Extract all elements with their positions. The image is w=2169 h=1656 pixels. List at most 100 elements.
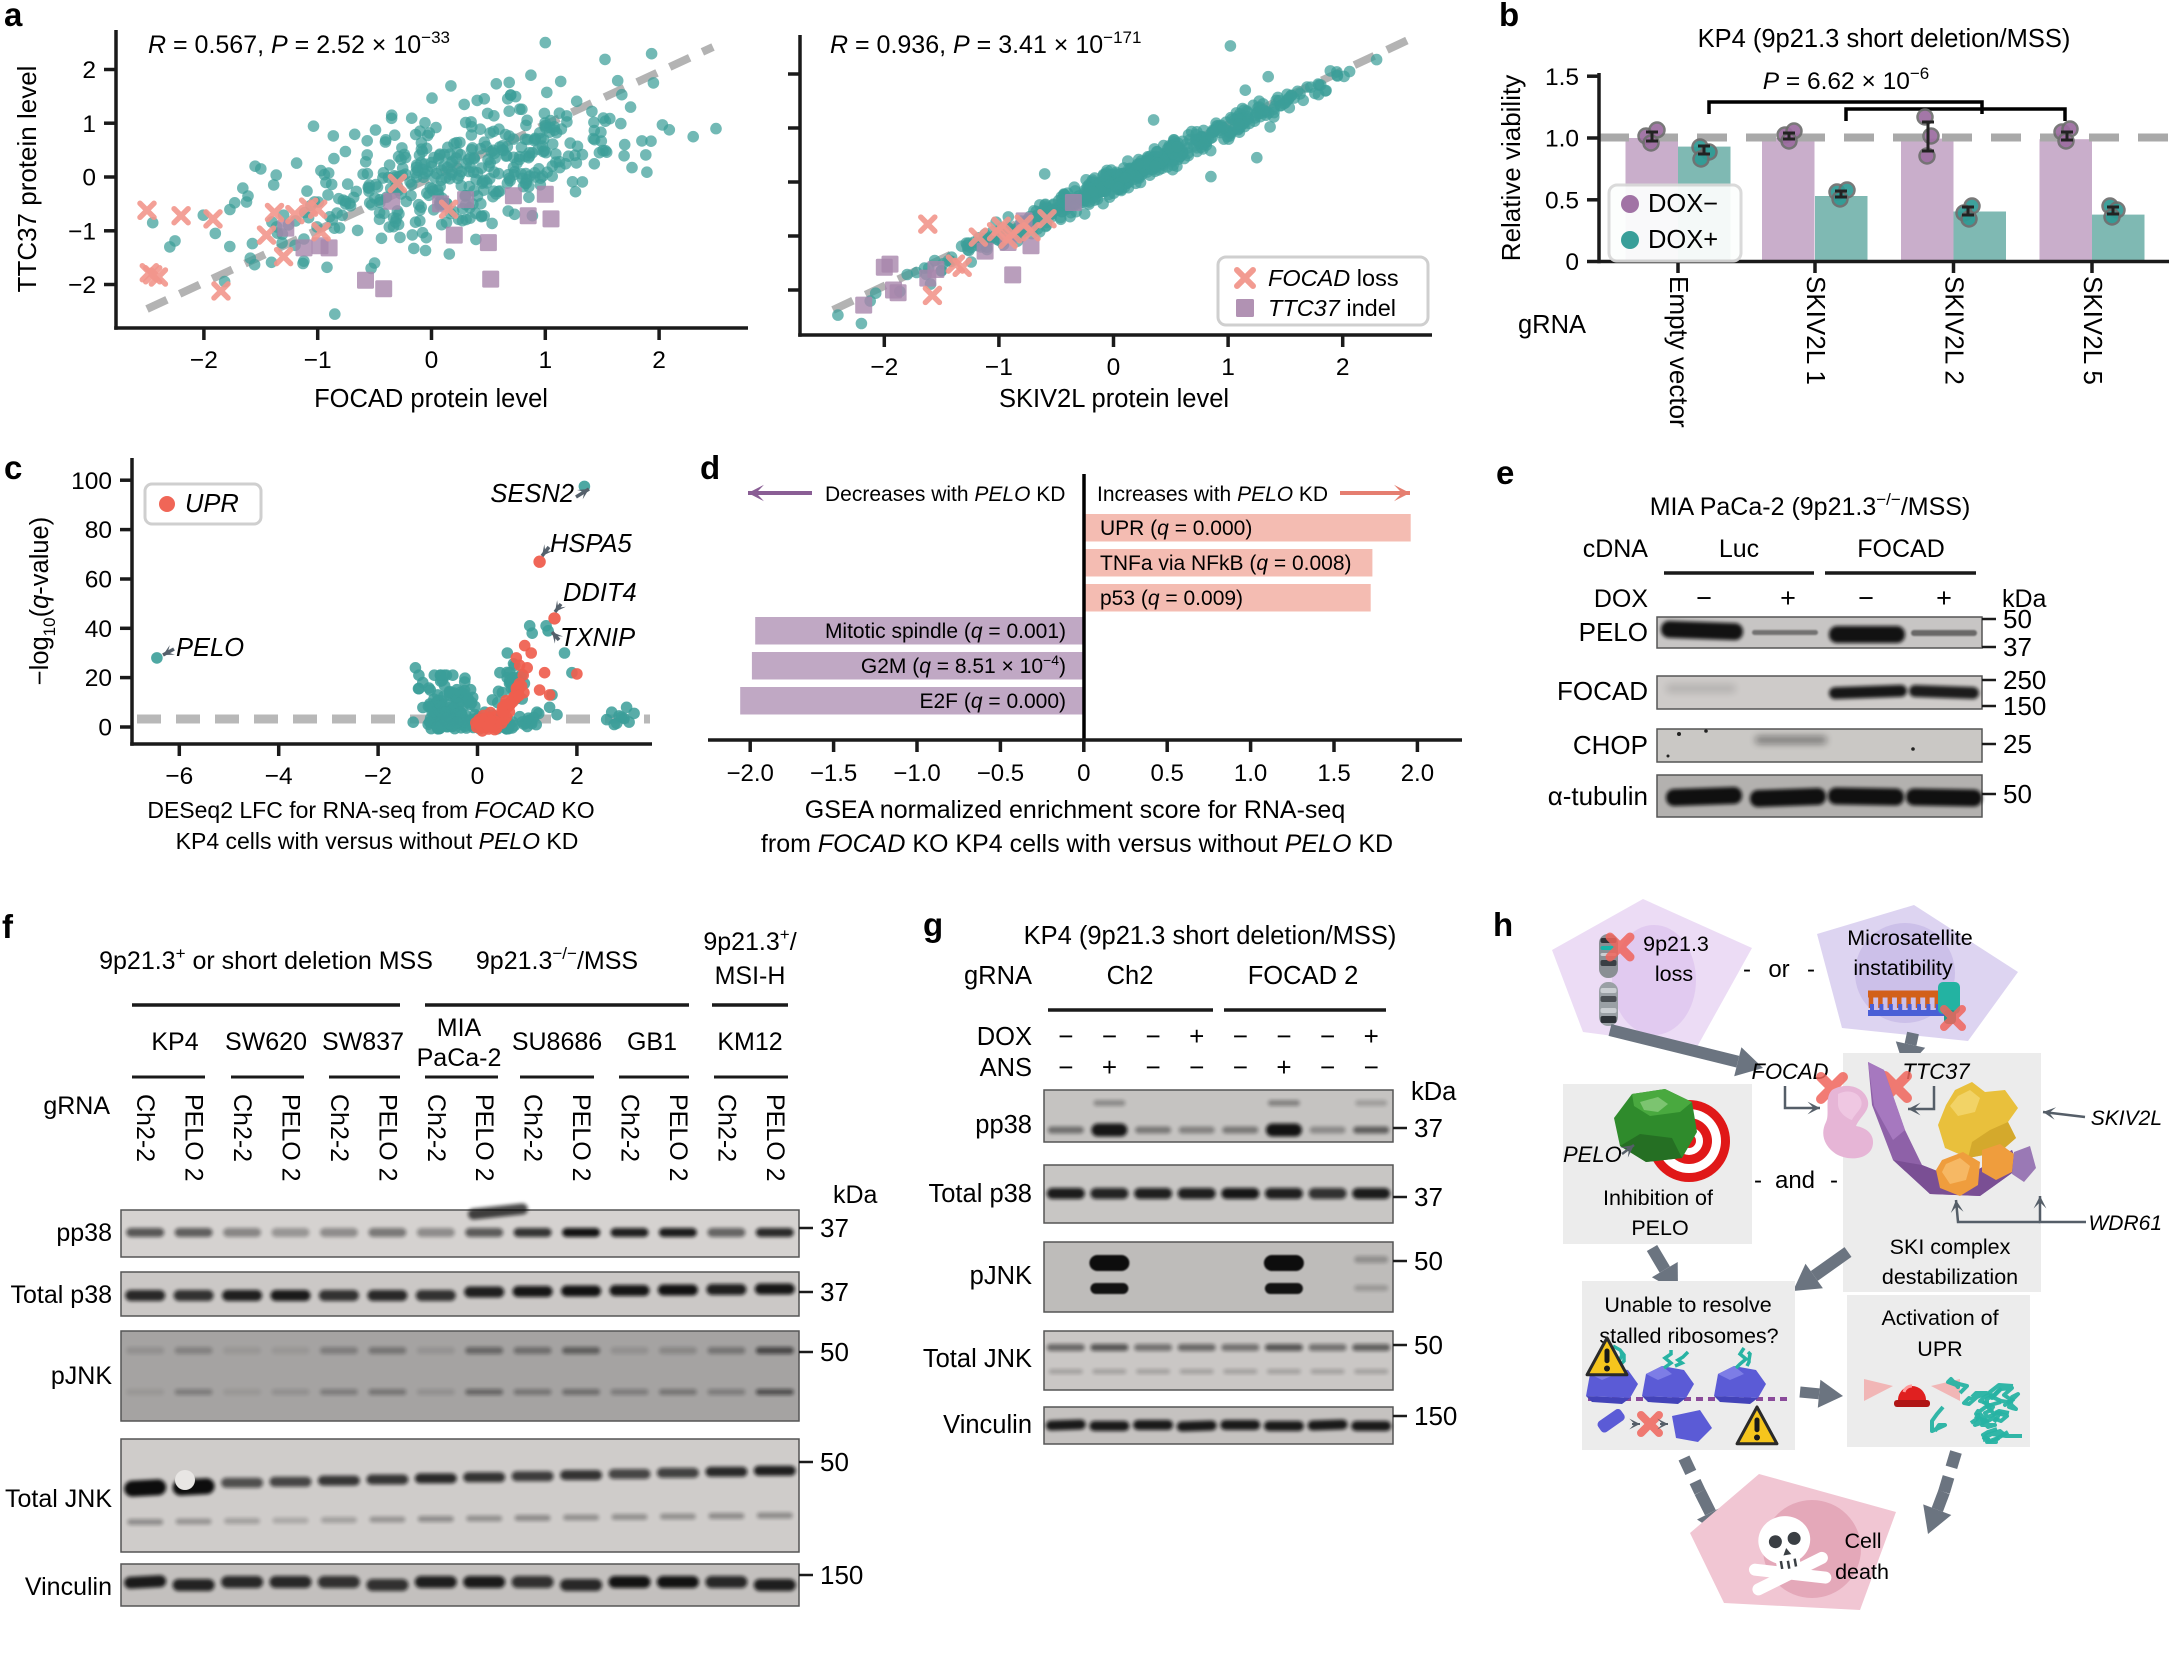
- svg-text:Vinculin: Vinculin: [943, 1411, 1032, 1439]
- svg-text:Decreases with PELO KD: Decreases with PELO KD: [825, 483, 1065, 506]
- svg-text:20: 20: [85, 665, 112, 692]
- svg-text:Ch2-2: Ch2-2: [131, 1094, 159, 1162]
- svg-text:-: -: [1743, 956, 1751, 983]
- svg-text:KP4 cells with versus without: KP4 cells with versus without PELO KD: [176, 828, 579, 854]
- svg-text:2: 2: [570, 763, 584, 790]
- svg-text:−: −: [1145, 1021, 1160, 1051]
- svg-text:PELO 2: PELO 2: [277, 1094, 305, 1182]
- svg-text:PELO: PELO: [1579, 617, 1648, 647]
- svg-text:−1: −1: [68, 218, 96, 245]
- svg-text:40: 40: [85, 616, 112, 643]
- svg-text:Ch2-2: Ch2-2: [616, 1094, 644, 1162]
- svg-text:1: 1: [1221, 354, 1235, 381]
- svg-text:2: 2: [652, 347, 666, 374]
- svg-text:TTC37 protein level: TTC37 protein level: [12, 66, 42, 293]
- svg-text:PELO 2: PELO 2: [180, 1094, 208, 1182]
- svg-text:death: death: [1835, 1560, 1889, 1584]
- svg-text:25: 25: [2003, 729, 2032, 759]
- svg-text:2: 2: [82, 57, 96, 84]
- svg-text:UPR (q = 0.000): UPR (q = 0.000): [1100, 517, 1252, 540]
- svg-text:1: 1: [82, 111, 96, 138]
- svg-text:g: g: [923, 906, 943, 943]
- svg-text:KP4 (9p21.3 short deletion/MSS: KP4 (9p21.3 short deletion/MSS): [1698, 25, 2071, 53]
- svg-text:Cell: Cell: [1844, 1529, 1881, 1553]
- svg-text:Luc: Luc: [1719, 535, 1759, 563]
- svg-text:150: 150: [1414, 1401, 1457, 1431]
- svg-text:−: −: [1189, 1052, 1204, 1082]
- svg-text:80: 80: [85, 517, 112, 544]
- svg-text:FOCAD loss: FOCAD loss: [1268, 265, 1399, 291]
- svg-text:−1: −1: [985, 354, 1013, 381]
- svg-text:α-tubulin: α-tubulin: [1548, 781, 1648, 811]
- svg-text:DOX: DOX: [977, 1023, 1032, 1051]
- svg-text:Ch2-2: Ch2-2: [712, 1094, 740, 1162]
- svg-text:150: 150: [820, 1560, 863, 1590]
- svg-text:SW620: SW620: [225, 1028, 307, 1056]
- svg-text:−: −: [1276, 1021, 1291, 1051]
- svg-text:37: 37: [820, 1213, 849, 1243]
- svg-text:P = 6.62 × 10−6​: P = 6.62 × 10−6​: [1763, 64, 1930, 95]
- svg-text:GB1: GB1: [627, 1028, 677, 1056]
- svg-text:−: −: [1145, 1052, 1160, 1082]
- svg-text:−2.0: −2.0: [727, 760, 774, 787]
- svg-text:50: 50: [2003, 779, 2032, 809]
- svg-text:1.5: 1.5: [1317, 760, 1350, 787]
- svg-text:50: 50: [820, 1447, 849, 1477]
- svg-text:PELO: PELO: [1563, 1142, 1622, 1167]
- svg-text:+: +: [1364, 1021, 1379, 1051]
- svg-text:DESeq2 LFC for RNA-seq from FO: DESeq2 LFC for RNA-seq from FOCAD KO: [147, 797, 594, 823]
- svg-text:250: 250: [2003, 665, 2046, 695]
- svg-text:PELO: PELO: [176, 634, 244, 662]
- svg-text:TTC37: TTC37: [1902, 1059, 1970, 1084]
- svg-text:PELO: PELO: [1631, 1216, 1688, 1240]
- svg-text:c: c: [4, 449, 22, 486]
- svg-text:Inhibition of: Inhibition of: [1603, 1186, 1713, 1210]
- svg-text:pJNK: pJNK: [51, 1362, 112, 1390]
- svg-text:Ch2-2: Ch2-2: [228, 1094, 256, 1162]
- svg-text:FOCAD: FOCAD: [1752, 1059, 1829, 1084]
- svg-text:b: b: [1499, 0, 1519, 33]
- svg-text:1: 1: [538, 347, 552, 374]
- svg-text:Increases with PELO KD: Increases with PELO KD: [1097, 483, 1328, 506]
- svg-text:kDa: kDa: [1411, 1078, 1457, 1106]
- svg-text:Ch2: Ch2: [1107, 962, 1154, 990]
- svg-text:−: −: [1696, 583, 1712, 613]
- svg-text:37: 37: [820, 1277, 849, 1307]
- svg-text:GSEA normalized enrichment sco: GSEA normalized enrichment score for RNA…: [805, 796, 1346, 824]
- svg-text:PELO 2: PELO 2: [470, 1094, 498, 1182]
- svg-text:PELO 2: PELO 2: [664, 1094, 692, 1182]
- svg-text:0.5: 0.5: [1151, 760, 1184, 787]
- svg-text:−2: −2: [870, 354, 898, 381]
- svg-text:-: -: [1830, 1167, 1838, 1194]
- svg-text:−2: −2: [68, 272, 96, 299]
- svg-text:1.0: 1.0: [1545, 126, 1579, 153]
- svg-text:−log10​(q-value): −log10​(q-value): [26, 517, 59, 685]
- svg-text:+: +: [1102, 1052, 1117, 1082]
- svg-text:Activation of: Activation of: [1881, 1306, 1998, 1330]
- svg-text:0: 0: [98, 715, 112, 742]
- svg-text:1.5: 1.5: [1545, 64, 1579, 91]
- svg-text:37: 37: [1414, 1182, 1443, 1212]
- svg-text:pp38: pp38: [975, 1111, 1032, 1139]
- svg-text:+: +: [1189, 1021, 1204, 1051]
- svg-text:37: 37: [1414, 1113, 1443, 1143]
- svg-text:WDR61: WDR61: [2088, 1212, 2162, 1235]
- svg-text:−: −: [1233, 1052, 1248, 1082]
- svg-text:Empty vector: Empty vector: [1664, 276, 1694, 428]
- svg-text:0: 0: [1077, 760, 1090, 787]
- svg-text:Ch2-2: Ch2-2: [519, 1094, 547, 1162]
- svg-text:TXNIP: TXNIP: [560, 624, 635, 652]
- svg-text:pp38: pp38: [56, 1219, 112, 1247]
- svg-text:−: −: [1364, 1052, 1379, 1082]
- svg-text:SKIV2L 2: SKIV2L 2: [1940, 276, 1970, 385]
- svg-text:−: −: [1058, 1052, 1073, 1082]
- svg-text:h: h: [1493, 906, 1513, 943]
- svg-text:SKIV2L protein level: SKIV2L protein level: [999, 385, 1229, 413]
- svg-text:Relative viability: Relative viability: [1496, 75, 1526, 261]
- svg-text:0: 0: [1107, 354, 1121, 381]
- svg-text:p53 (q = 0.009): p53 (q = 0.009): [1100, 587, 1243, 610]
- svg-text:FOCAD: FOCAD: [1857, 535, 1945, 563]
- svg-text:a: a: [4, 0, 23, 33]
- svg-text:Mitotic spindle (q = 0.001): Mitotic spindle (q = 0.001): [825, 620, 1066, 643]
- svg-text:50: 50: [820, 1337, 849, 1367]
